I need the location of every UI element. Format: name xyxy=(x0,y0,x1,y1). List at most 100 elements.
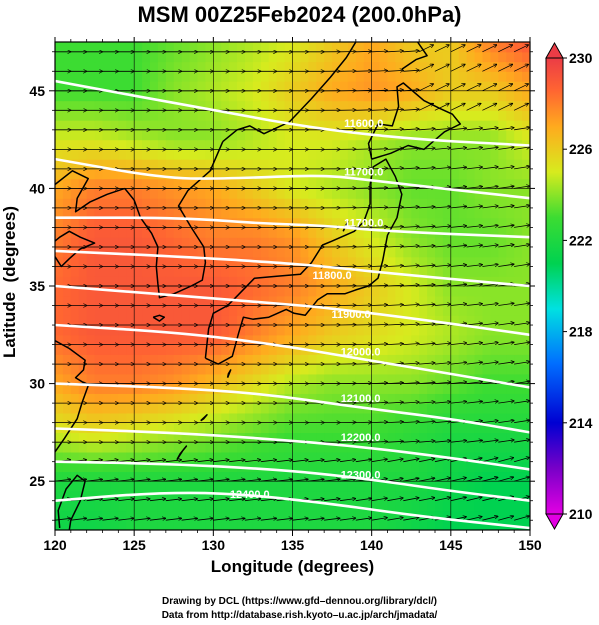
heatmap-cell xyxy=(260,159,270,170)
heatmap-cell xyxy=(395,334,404,346)
heatmap-cell xyxy=(55,266,64,277)
heatmap-cell xyxy=(165,149,175,160)
heatmap-cell xyxy=(474,364,484,375)
heatmap-cell xyxy=(435,120,444,131)
heatmap-cell xyxy=(490,227,499,238)
heatmap-cell xyxy=(142,227,151,238)
heatmap-cell xyxy=(55,256,64,268)
heatmap-cell xyxy=(118,334,127,346)
heatmap-cell xyxy=(387,334,397,346)
heatmap-cell xyxy=(213,471,222,482)
heatmap-cell xyxy=(379,188,389,199)
heatmap-cell xyxy=(94,403,104,414)
heatmap-cell xyxy=(181,149,191,160)
heatmap-cell xyxy=(157,481,167,492)
heatmap-cell xyxy=(165,90,175,102)
heatmap-cell xyxy=(522,286,530,297)
heatmap-cell xyxy=(78,481,88,492)
heatmap-cell xyxy=(379,100,389,111)
heatmap-cell xyxy=(62,110,72,121)
heatmap-cell xyxy=(300,168,309,180)
heatmap-cell xyxy=(458,178,468,189)
heatmap-cell xyxy=(450,305,460,316)
x-axis-ticks: 120 125 130 135 140 145 150 xyxy=(43,37,542,553)
heatmap-cell xyxy=(268,266,278,277)
heatmap-cell xyxy=(498,217,507,229)
x-tick-label: 150 xyxy=(518,537,542,553)
heatmap-cell xyxy=(245,500,254,512)
heatmap-cell xyxy=(126,266,135,277)
heatmap-cell xyxy=(292,422,302,433)
heatmap-cell xyxy=(419,81,428,92)
heatmap-cell xyxy=(371,315,381,326)
heatmap-cell xyxy=(474,139,484,150)
heatmap-cell xyxy=(466,500,476,512)
heatmap-cell xyxy=(229,100,238,111)
heatmap-cell xyxy=(340,276,349,287)
wind-arrow xyxy=(498,167,514,170)
heatmap-cell xyxy=(165,305,175,316)
heatmap-cell xyxy=(252,393,262,404)
heatmap-cell xyxy=(252,61,262,72)
heatmap-cell xyxy=(435,159,444,170)
heatmap-cell xyxy=(260,81,270,92)
heatmap-cell xyxy=(332,481,341,492)
heatmap-cell xyxy=(276,344,286,355)
heatmap-cell xyxy=(118,246,127,258)
heatmap-cell xyxy=(165,81,175,92)
wind-arrow xyxy=(403,402,419,403)
wind-arrow xyxy=(165,479,182,481)
heatmap-cell xyxy=(482,266,492,277)
heatmap-cell xyxy=(205,139,214,150)
heatmap-cell xyxy=(134,246,143,258)
wind-arrow xyxy=(339,460,356,463)
heatmap-cell xyxy=(403,520,412,530)
heatmap-cell xyxy=(284,520,294,530)
heatmap-cell xyxy=(118,129,127,141)
heatmap-cell xyxy=(458,305,468,316)
heatmap-cell xyxy=(150,246,159,258)
heatmap-cell xyxy=(237,442,246,453)
heatmap-cell xyxy=(245,198,254,209)
heatmap-cell xyxy=(458,471,468,482)
heatmap-cell xyxy=(458,373,468,385)
heatmap-cell xyxy=(245,71,254,82)
wind-arrow xyxy=(419,226,435,227)
heatmap-cell xyxy=(70,461,80,473)
heatmap-cell xyxy=(355,276,365,287)
heatmap-cell xyxy=(395,451,404,463)
heatmap-cell xyxy=(110,276,119,287)
heatmap-cell xyxy=(94,354,104,365)
heatmap-cell xyxy=(134,139,143,150)
heatmap-cell xyxy=(403,217,412,229)
heatmap-cell xyxy=(435,276,444,287)
heatmap-cell xyxy=(245,237,254,248)
heatmap-cell xyxy=(245,266,254,277)
heatmap-cell xyxy=(86,129,96,141)
heatmap-cell xyxy=(387,276,397,287)
wind-arrow xyxy=(70,518,87,520)
heatmap-cell xyxy=(173,246,183,258)
wind-arrow xyxy=(450,245,467,247)
heatmap-cell xyxy=(86,490,96,502)
heatmap-cell xyxy=(70,188,80,199)
heatmap-cell xyxy=(308,490,317,502)
wind-arrow xyxy=(213,518,229,520)
heatmap-cell xyxy=(363,461,373,473)
heatmap-cell xyxy=(474,198,484,209)
heatmap-cell xyxy=(403,422,412,433)
heatmap-cell xyxy=(403,305,412,316)
heatmap-cell xyxy=(347,373,357,385)
heatmap-cell xyxy=(157,139,167,150)
heatmap-cell xyxy=(205,266,214,277)
heatmap-cell xyxy=(252,500,262,512)
heatmap-cell xyxy=(387,432,397,443)
heatmap-cell xyxy=(276,71,286,82)
heatmap-cell xyxy=(173,178,183,189)
heatmap-cell xyxy=(229,403,238,414)
heatmap-cell xyxy=(181,71,191,82)
heatmap-cell xyxy=(197,149,207,160)
heatmap-cell xyxy=(94,110,104,121)
heatmap-cell xyxy=(355,432,365,443)
heatmap-cell xyxy=(403,344,412,355)
